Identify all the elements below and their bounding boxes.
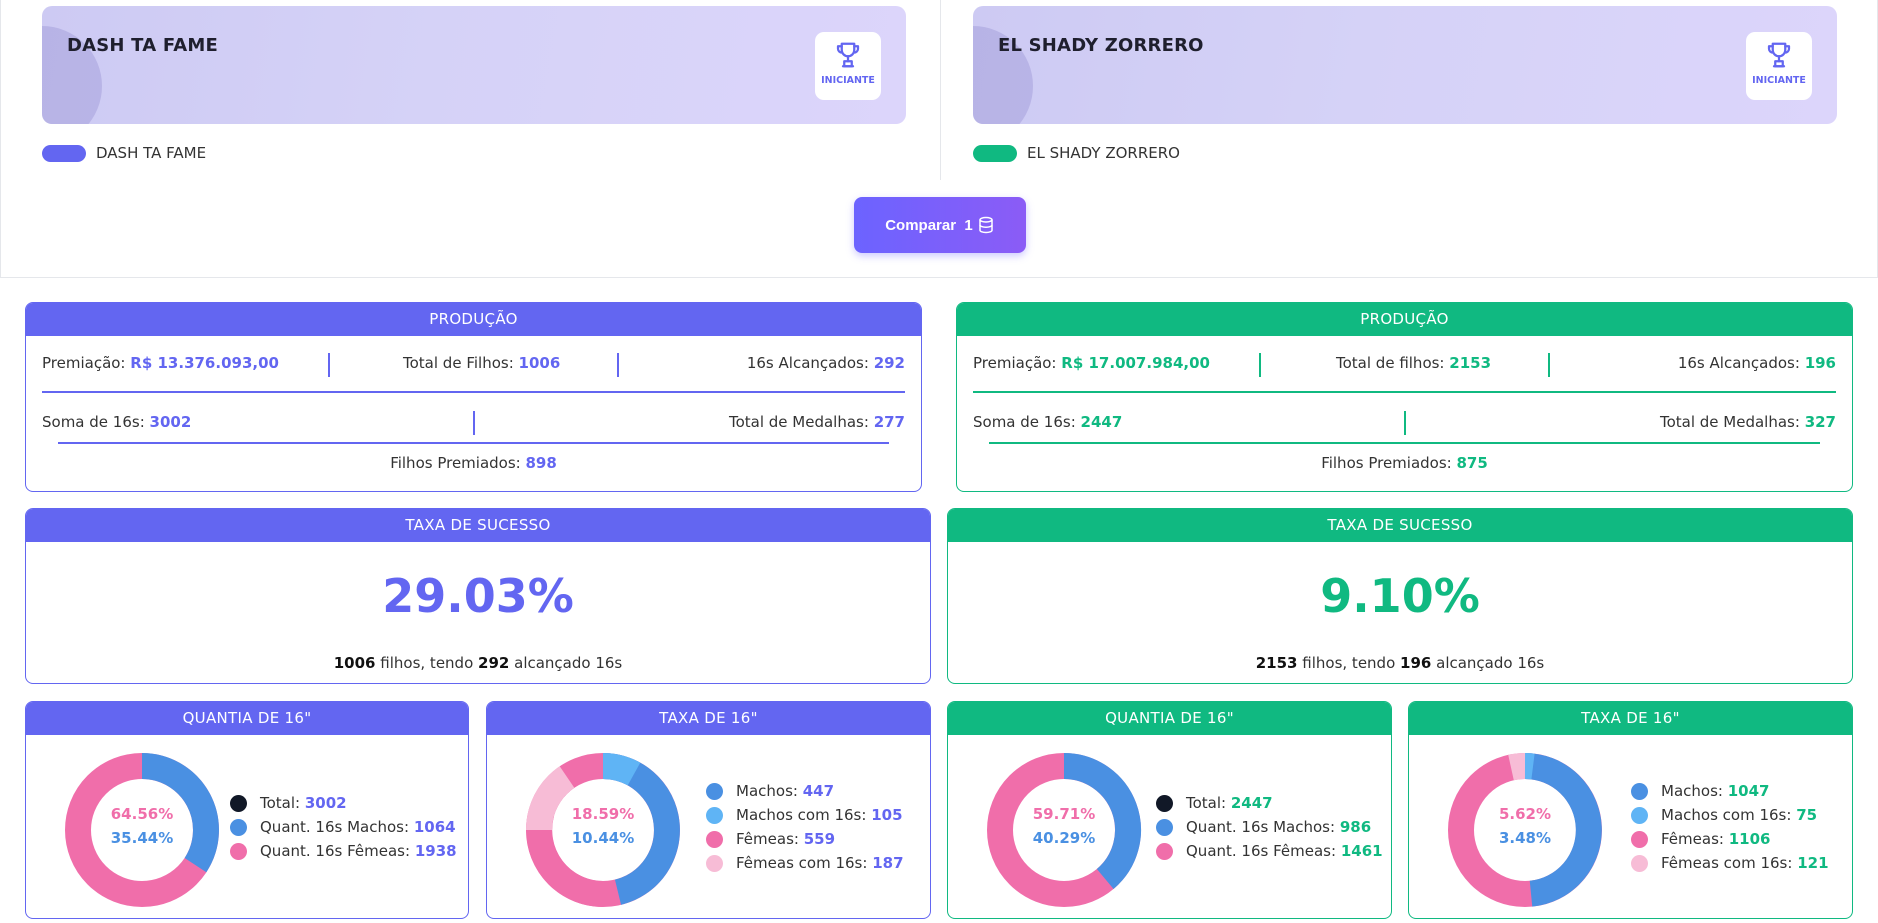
donut-pct-primary: 5.62% <box>1498 805 1552 823</box>
production-panel-2: PRODUÇÃO Premiação: R$ 17.007.984,00 Tot… <box>956 302 1853 492</box>
horse-name: EL SHADY ZORRERO <box>998 35 1204 56</box>
premiacao: Premiação: R$ 17.007.984,00 <box>973 354 1210 372</box>
total-filhos: Total de filhos: 2153 <box>1336 354 1492 372</box>
legend-horse-2[interactable]: EL SHADY ZORRERO <box>973 144 1180 162</box>
trophy-icon <box>836 42 860 68</box>
legend-item: Machos: 447 <box>706 779 904 803</box>
soma-16s: Soma de 16s: 3002 <box>42 413 192 431</box>
legend-item: Fêmeas: 559 <box>706 827 904 851</box>
donut-panel-taxa-2: TAXA DE 16" 5.62% 3.48% Machos: 1047 Mac… <box>1408 701 1853 919</box>
donut-chart <box>65 753 219 907</box>
legend-item: Quant. 16s Machos: 986 <box>1156 815 1383 839</box>
legend-item: Total: 2447 <box>1156 791 1383 815</box>
panel-title: TAXA DE SUCESSO <box>948 509 1852 542</box>
level-badge: INICIANTE <box>1746 32 1812 100</box>
panel-title: QUANTIA DE 16" <box>948 702 1391 735</box>
donut-legend: Total: 3002 Quant. 16s Machos: 1064 Quan… <box>230 791 457 863</box>
donut-pct-secondary: 3.48% <box>1498 829 1552 847</box>
donut-chart <box>1448 752 1602 907</box>
color-swatch <box>42 144 86 162</box>
total-filhos: Total de Filhos: 1006 <box>403 354 561 372</box>
panel-title: PRODUÇÃO <box>957 303 1852 336</box>
database-icon <box>979 216 993 234</box>
donut-chart <box>525 753 680 907</box>
compare-label: Comparar <box>885 216 957 234</box>
legend-item: Machos com 16s: 105 <box>706 803 904 827</box>
donut-chart <box>987 753 1141 907</box>
legend-item: Machos com 16s: 75 <box>1631 803 1829 827</box>
legend-item: Quant. 16s Fêmeas: 1938 <box>230 839 457 863</box>
column-divider <box>940 0 941 180</box>
filhos-premiados: Filhos Premiados: 898 <box>390 454 557 472</box>
legend-item: Quant. 16s Fêmeas: 1461 <box>1156 839 1383 863</box>
panel-title: TAXA DE 16" <box>487 702 930 735</box>
donut-legend: Machos: 447 Machos com 16s: 105 Fêmeas: … <box>706 779 904 875</box>
horse-card-2: EL SHADY ZORRERO INICIANTE <box>973 6 1837 124</box>
success-description: 2153 filhos, tendo 196 alcançado 16s <box>1255 654 1545 672</box>
donut-pct-secondary: 10.44% <box>571 829 635 847</box>
horse-card-1: DASH TA FAME INICIANTE <box>42 6 906 124</box>
legend-item: Total: 3002 <box>230 791 457 815</box>
donut-pct-primary: 18.59% <box>571 805 635 823</box>
level-label: INICIANTE <box>1752 75 1806 86</box>
compare-button[interactable]: Comparar 1 <box>854 197 1026 253</box>
alcancados: 16s Alcançados: 196 <box>1677 354 1836 372</box>
soma-16s: Soma de 16s: 2447 <box>973 413 1123 431</box>
legend-item: Fêmeas com 16s: 121 <box>1631 851 1829 875</box>
total-medalhas: Total de Medalhas: 327 <box>1659 413 1836 431</box>
horse-name: DASH TA FAME <box>67 35 219 56</box>
success-description: 1006 filhos, tendo 292 alcançado 16s <box>333 654 623 672</box>
donut-pct-secondary: 40.29% <box>1032 829 1096 847</box>
legend-item: Fêmeas com 16s: 187 <box>706 851 904 875</box>
donut-panel-taxa-1: TAXA DE 16" 18.59% 10.44% Machos: 447 Ma… <box>486 701 931 919</box>
alcancados: 16s Alcançados: 292 <box>746 354 905 372</box>
panel-title: TAXA DE SUCESSO <box>26 509 930 542</box>
success-rate: 29.03% <box>382 569 574 623</box>
donut-pct-primary: 64.56% <box>110 805 174 823</box>
legend-item: Machos: 1047 <box>1631 779 1829 803</box>
donut-legend: Machos: 1047 Machos com 16s: 75 Fêmeas: … <box>1631 779 1829 875</box>
compare-count: 1 <box>964 216 973 234</box>
donut-panel-quantia-1: QUANTIA DE 16" 64.56% 35.44% Total: 3002… <box>25 701 469 919</box>
donut-pct-secondary: 35.44% <box>110 829 174 847</box>
donut-pct-primary: 59.71% <box>1032 805 1096 823</box>
comparison-header: DASH TA FAME INICIANTE EL SHADY ZORRERO … <box>0 0 1878 278</box>
donut-panel-quantia-2: QUANTIA DE 16" 59.71% 40.29% Total: 2447… <box>947 701 1392 919</box>
panel-title: QUANTIA DE 16" <box>26 702 468 735</box>
legend-label: EL SHADY ZORRERO <box>1027 144 1180 162</box>
donut-legend: Total: 2447 Quant. 16s Machos: 986 Quant… <box>1156 791 1383 863</box>
production-panel-1: PRODUÇÃO Premiação: R$ 13.376.093,00 Tot… <box>25 302 922 492</box>
panel-title: PRODUÇÃO <box>26 303 921 336</box>
level-badge: INICIANTE <box>815 32 881 100</box>
trophy-icon <box>1767 42 1791 68</box>
legend-horse-1[interactable]: DASH TA FAME <box>42 144 206 162</box>
success-panel-1: TAXA DE SUCESSO 29.03% 1006 filhos, tend… <box>25 508 931 684</box>
level-label: INICIANTE <box>821 75 875 86</box>
legend-item: Quant. 16s Machos: 1064 <box>230 815 457 839</box>
color-swatch <box>973 144 1017 162</box>
panel-title: TAXA DE 16" <box>1409 702 1852 735</box>
legend-label: DASH TA FAME <box>96 144 207 162</box>
success-rate: 9.10% <box>1320 569 1480 623</box>
filhos-premiados: Filhos Premiados: 875 <box>1321 454 1488 472</box>
premiacao: Premiação: R$ 13.376.093,00 <box>42 354 279 372</box>
success-panel-2: TAXA DE SUCESSO 9.10% 2153 filhos, tendo… <box>947 508 1853 684</box>
legend-item: Fêmeas: 1106 <box>1631 827 1829 851</box>
total-medalhas: Total de Medalhas: 277 <box>728 413 905 431</box>
